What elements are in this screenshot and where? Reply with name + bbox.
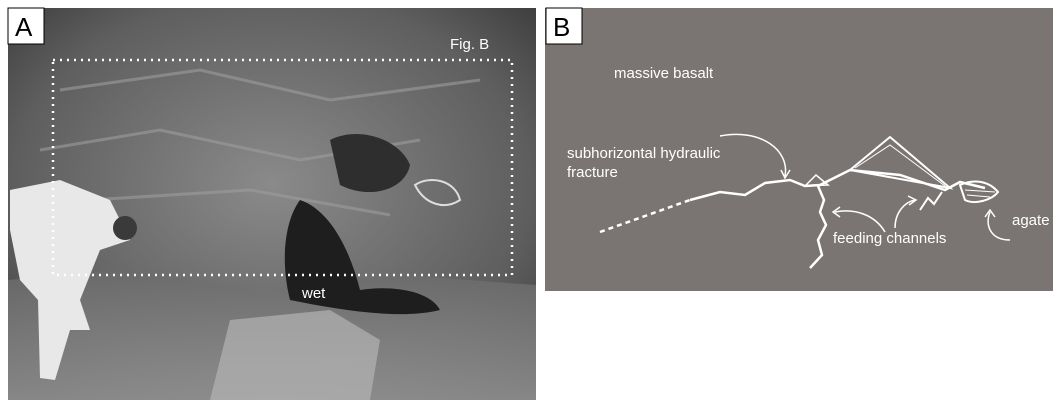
agate-label: agate	[1012, 212, 1050, 229]
person-head	[113, 216, 137, 240]
panel-letter: A	[15, 12, 33, 42]
panel-letter: B	[553, 12, 570, 42]
rock-label: massive basalt	[614, 65, 714, 82]
wet-label: wet	[301, 285, 326, 302]
fracture-label: fracture	[567, 164, 618, 181]
figure: Fig. B wet A massive basalt subhorizonta…	[0, 0, 1060, 403]
channels-label: feeding channels	[833, 230, 946, 247]
box-label: Fig. B	[450, 36, 489, 53]
panel-a: Fig. B wet A	[8, 8, 536, 400]
fracture-label: subhorizontal hydraulic	[567, 145, 721, 162]
panel-b: massive basalt subhorizontal hydraulic f…	[545, 8, 1053, 291]
